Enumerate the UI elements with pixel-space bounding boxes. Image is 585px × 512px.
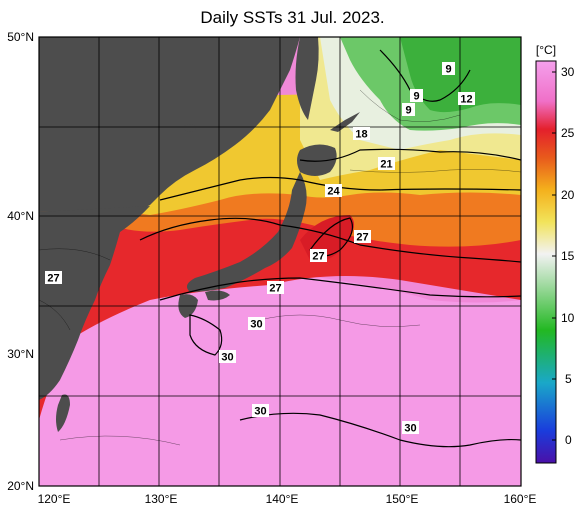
land-mass	[39, 37, 360, 432]
longitude-axis: 120°E 130°E 140°E 150°E 160°E	[38, 492, 537, 506]
colorbar-gradient	[535, 60, 557, 464]
colorbar-tick-label: 25	[561, 126, 575, 140]
latitude-axis: 50°N 40°N 30°N 20°N	[7, 30, 34, 493]
lat-tick-label: 50°N	[7, 30, 34, 44]
lon-tick-label: 150°E	[386, 492, 419, 506]
contour-label: 30	[221, 352, 233, 364]
contour-label: 27	[356, 232, 368, 244]
colorbar-tick-label: 0	[565, 433, 572, 447]
colorbar: [°C] 30 25 20 15 10 5 0	[535, 43, 575, 464]
lat-tick-label: 20°N	[7, 479, 34, 493]
contour-label: 9	[405, 105, 411, 117]
contour-label: 30	[250, 319, 262, 331]
colorbar-tick-label: 30	[561, 65, 575, 79]
isotherm-lines	[139, 49, 521, 448]
contour-label: 30	[404, 423, 416, 435]
lat-tick-label: 30°N	[7, 347, 34, 361]
contour-label: 18	[355, 129, 367, 141]
colorbar-tick-label: 5	[565, 372, 572, 386]
map-frame	[38, 36, 522, 487]
contour-label: 12	[460, 94, 472, 106]
colorbar-unit: [°C]	[536, 43, 556, 57]
sst-field	[39, 37, 521, 486]
lon-tick-label: 130°E	[145, 492, 178, 506]
contour-label: 27	[47, 273, 59, 285]
map-title: Daily SSTs 31 Jul. 2023.	[200, 8, 385, 27]
lat-tick-label: 40°N	[7, 209, 34, 223]
contour-label: 27	[269, 283, 281, 295]
contour-label: 21	[380, 159, 392, 171]
contour-label: 9	[413, 91, 419, 103]
colorbar-tick-label: 15	[561, 249, 575, 263]
colorbar-tick-label: 20	[561, 188, 575, 202]
contour-labels: 9 9 9 12 18 21 24 27 27 27 27 30 30 30 3…	[45, 62, 475, 435]
lon-tick-label: 160°E	[504, 492, 537, 506]
lon-tick-label: 120°E	[38, 492, 71, 506]
colorbar-tick-label: 10	[561, 311, 575, 325]
lon-tick-label: 140°E	[266, 492, 299, 506]
contour-label: 24	[327, 186, 340, 198]
contour-label: 30	[254, 406, 266, 418]
contour-label: 9	[445, 64, 451, 76]
contour-label: 27	[312, 251, 324, 263]
